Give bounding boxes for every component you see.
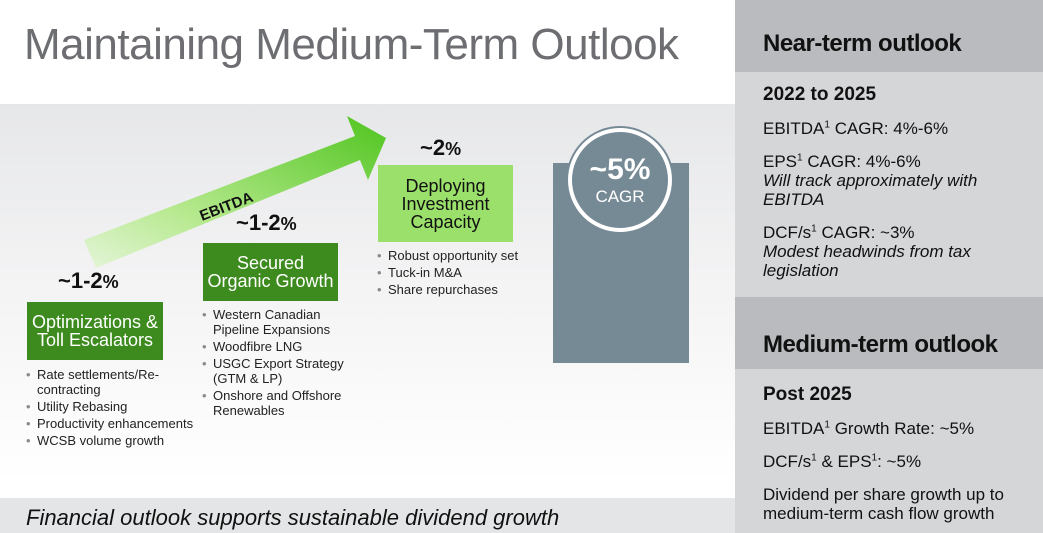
step3-bullets: Robust opportunity set Tuck-in M&A Share… <box>377 248 518 299</box>
medium-term-dividend: Dividend per share growth up to medium-t… <box>763 485 1004 523</box>
near-term-heading: Near-term outlook <box>763 30 962 57</box>
list-item: Share repurchases <box>377 282 518 297</box>
step3-box-line: Investment <box>401 193 490 214</box>
medium-term-ebitda: EBITDA1 Growth Rate: ~5% <box>763 419 975 438</box>
step3-box: Deploying Investment Capacity <box>378 165 513 242</box>
near-term-heading-bar: Near-term outlook <box>735 0 1043 72</box>
list-item: Woodfibre LNG <box>202 339 344 354</box>
step2-box: Secured Organic Growth <box>203 243 338 301</box>
footer-statement: Financial outlook supports sustainable d… <box>26 505 560 530</box>
list-item: Utility Rebasing <box>26 399 193 414</box>
step3-percentage: ~2% <box>420 135 462 160</box>
page-title: Maintaining Medium-Term Outlook <box>24 20 679 69</box>
medium-term-period: Post 2025 <box>763 384 852 405</box>
step3-box-line: Deploying <box>405 175 486 196</box>
near-term-period: 2022 to 2025 <box>763 84 877 105</box>
step1-box-line: Toll Escalators <box>36 330 154 350</box>
outlook-panel <box>735 0 1043 533</box>
list-item: Rate settlements/Re-contracting <box>26 367 193 397</box>
footer-bar <box>0 498 735 533</box>
step1-percentage: ~1-2% <box>58 268 119 293</box>
step1-box: Optimizations & Toll Escalators <box>27 302 163 360</box>
step2-box-line: Organic Growth <box>207 271 334 291</box>
list-item: Tuck-in M&A <box>377 265 518 280</box>
list-item: USGC Export Strategy(GTM & LP) <box>202 356 344 386</box>
list-item: WCSB volume growth <box>26 433 193 448</box>
total-cagr-circle: ~5% CAGR <box>568 128 672 232</box>
step2-percentage: ~1-2% <box>236 210 297 235</box>
total-cagr-label: CAGR <box>595 187 645 206</box>
step3-box-line: Capacity <box>410 211 481 232</box>
total-cagr-value: ~5% <box>589 153 651 186</box>
step2-box-line: Secured <box>236 253 305 273</box>
medium-term-heading-bar: Medium-term outlook <box>735 297 1043 369</box>
near-term-ebitda: EBITDA1 CAGR: 4%-6% <box>763 119 949 138</box>
near-term-eps: EPS1 CAGR: 4%-6% Will track approximatel… <box>763 152 978 209</box>
medium-term-dcf-eps: DCF/s1 & EPS1: ~5% <box>763 452 922 471</box>
near-term-dcf: DCF/s1 CAGR: ~3% Modest headwinds from t… <box>763 223 971 280</box>
list-item: Productivity enhancements <box>26 416 193 431</box>
medium-term-heading: Medium-term outlook <box>763 331 998 358</box>
list-item: Robust opportunity set <box>377 248 518 263</box>
ebitda-growth-arrow: EBITDA <box>84 116 386 268</box>
ebitda-arrow-shape <box>84 116 386 268</box>
step1-bullets: Rate settlements/Re-contracting Utility … <box>26 367 193 450</box>
step1-box-line: Optimizations & <box>31 312 159 332</box>
